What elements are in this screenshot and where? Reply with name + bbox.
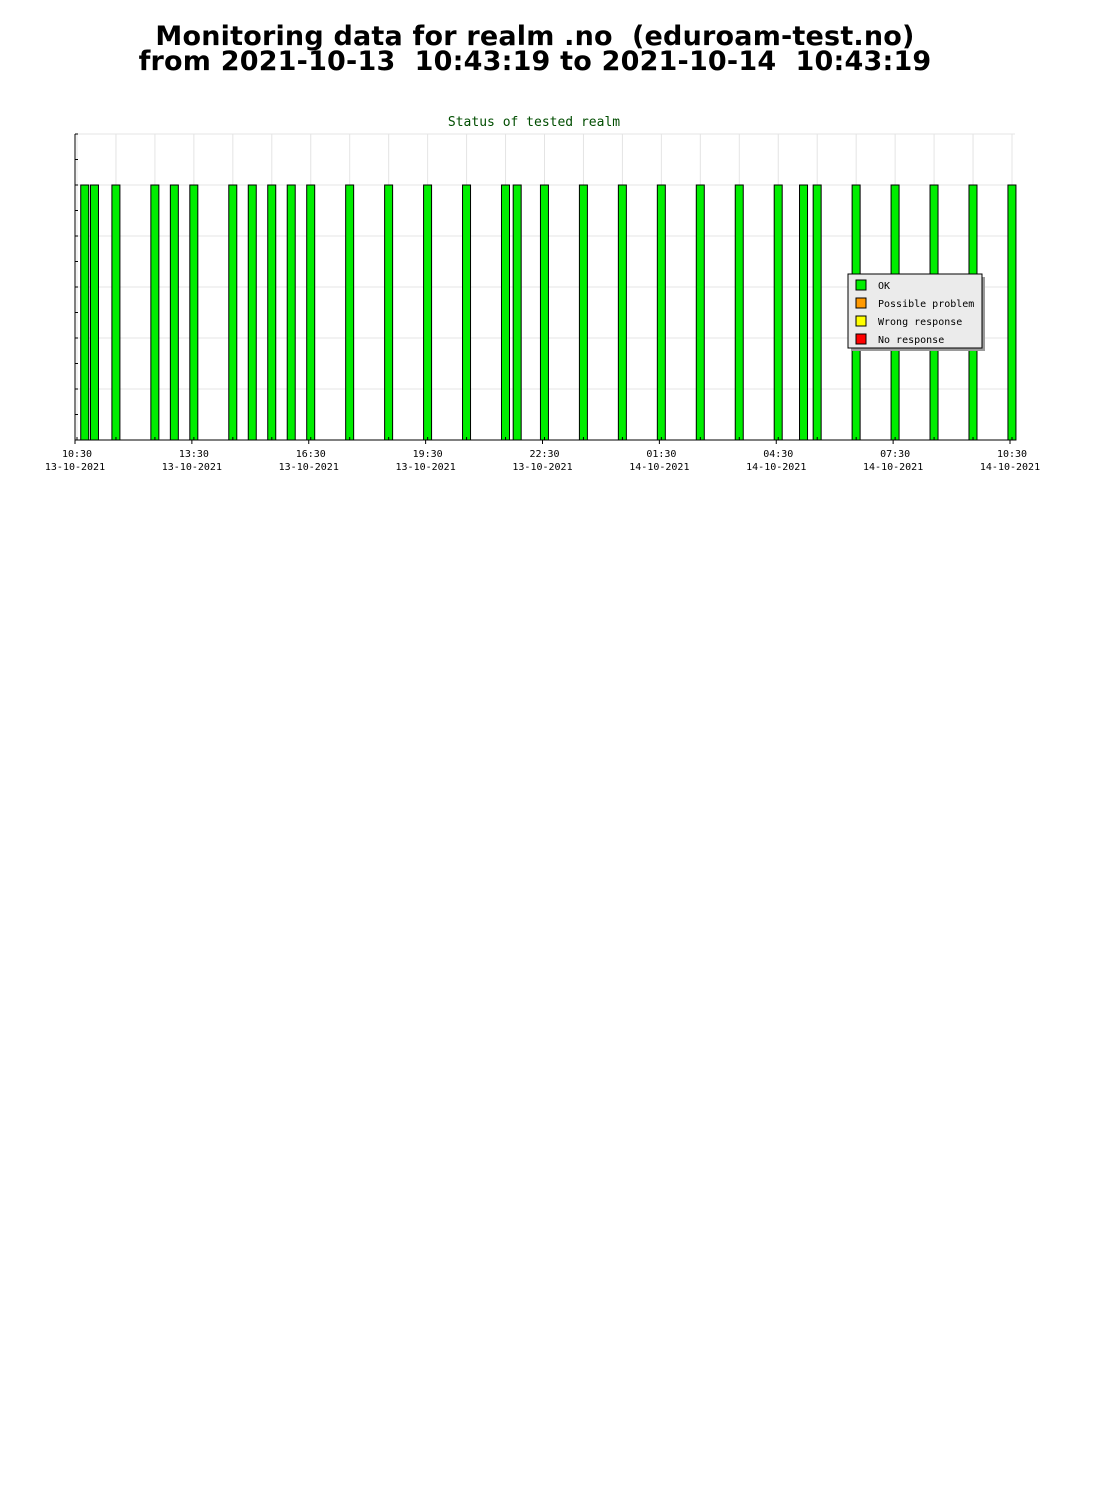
x-tick-time-label: 07:30 [880,449,910,460]
legend-swatch [855,315,867,327]
title-line-1: Monitoring data for realm .no (eduroam-t… [155,21,915,52]
x-tick-time-label: 10:30 [62,449,92,460]
bar-ok [462,184,472,441]
legend-label: No response [878,335,944,346]
bar-ok [423,184,433,441]
bar-ok [695,184,705,441]
bar-ok [617,184,627,441]
x-tick-time-label: 01:30 [646,449,676,460]
bar-ok [539,184,549,441]
bar-ok [267,184,277,441]
bar-ok [656,184,666,441]
bar-ok [345,184,355,441]
bar-ok [578,184,588,441]
legend-swatch [855,279,867,291]
x-tick-date-label: 14-10-2021 [980,462,1040,473]
bar-ok [89,184,99,441]
x-tick-date-label: 14-10-2021 [863,462,923,473]
bar-ok [500,184,510,441]
bar-ok [306,184,316,441]
legend-label: OK [878,281,890,292]
bar-ok [773,184,783,441]
bar-ok [734,184,744,441]
bar-ok [189,184,199,441]
x-tick-time-label: 22:30 [529,449,559,460]
bar-ok [169,184,179,441]
x-tick-date-label: 14-10-2021 [746,462,806,473]
x-tick-date-label: 13-10-2021 [396,462,456,473]
x-tick-date-label: 13-10-2021 [512,462,572,473]
x-tick-date-label: 13-10-2021 [279,462,339,473]
bar-ok [80,184,90,441]
bar-ok [384,184,394,441]
bar-ok [812,184,822,441]
axes: 10:30 13-10-2021 13:30 13-10-2021 16:30 13-10… [45,133,1040,473]
bar-ok [111,184,121,441]
x-tick-time-label: 19:30 [413,449,443,460]
bar-ok [512,184,522,441]
x-tick-time-label: 13:30 [179,449,209,460]
x-tick-date-label: 14-10-2021 [629,462,689,473]
legend: OK Possible problem Wrong response No respo… [847,273,985,351]
x-tick-time-label: 10:30 [997,449,1027,460]
legend-label: Possible problem [878,299,974,310]
legend-swatch [855,333,867,345]
bar-ok [1007,184,1017,441]
bar-ok [286,184,296,441]
bar-ok [247,184,257,441]
bar-ok [228,184,238,441]
legend-box [847,273,983,349]
bar-ok [150,184,160,441]
x-tick-date-label: 13-10-2021 [162,462,222,473]
status-chart: Status of tested realm 10:30 13-10-2021 13… [45,115,1040,473]
title-line-2: from 2021-10-13 10:43:19 to 2021-10-14 1… [138,46,932,77]
legend-label: Wrong response [878,317,962,328]
page-title: Monitoring data for realm .no (eduroam-t… [0,21,1070,77]
x-tick-time-label: 16:30 [296,449,326,460]
legend-swatch [855,297,867,309]
bar-ok [799,184,809,441]
x-tick-time-label: 04:30 [763,449,793,460]
x-tick-date-label: 13-10-2021 [45,462,105,473]
chart-title: Status of tested realm [448,115,620,130]
